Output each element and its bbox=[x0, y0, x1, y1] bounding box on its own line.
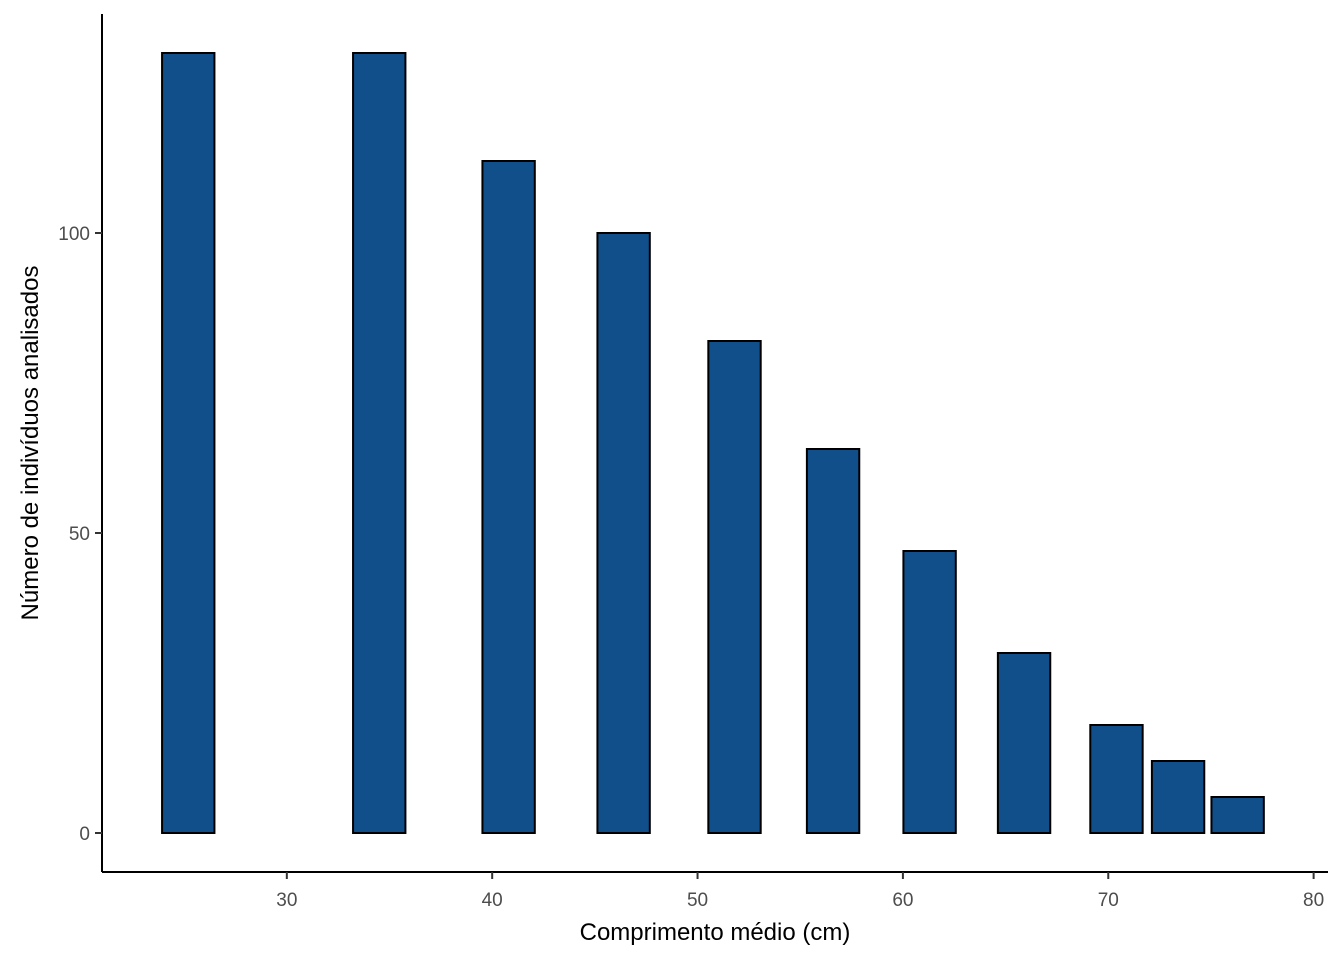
bar bbox=[161, 52, 216, 834]
x-tick-label: 60 bbox=[892, 890, 913, 911]
x-tick-label: 40 bbox=[482, 890, 503, 911]
bar bbox=[1150, 760, 1206, 834]
bar bbox=[996, 652, 1052, 834]
x-tick-label: 80 bbox=[1303, 890, 1324, 911]
bars bbox=[161, 52, 1265, 834]
x-tick-label: 30 bbox=[276, 890, 297, 911]
bar bbox=[707, 340, 762, 834]
y-tick-label: 0 bbox=[79, 824, 90, 845]
y-tick-label: 100 bbox=[58, 224, 90, 245]
bar bbox=[481, 160, 536, 834]
bar bbox=[1210, 796, 1265, 834]
x-axis-title: Comprimento médio (cm) bbox=[580, 919, 851, 946]
bar bbox=[1089, 724, 1144, 834]
x-tick-label: 70 bbox=[1098, 890, 1119, 911]
y-axis-title: Número de indivíduos analisados bbox=[17, 266, 44, 621]
y-axis-ticks: 0 50 100 bbox=[58, 224, 102, 845]
bar bbox=[596, 232, 651, 834]
x-axis-ticks: 30 40 50 60 70 80 bbox=[276, 872, 1324, 911]
bar bbox=[902, 550, 957, 834]
x-tick-label: 50 bbox=[687, 890, 708, 911]
bar bbox=[352, 52, 407, 834]
y-tick-label: 50 bbox=[69, 524, 90, 545]
bar bbox=[805, 448, 861, 834]
